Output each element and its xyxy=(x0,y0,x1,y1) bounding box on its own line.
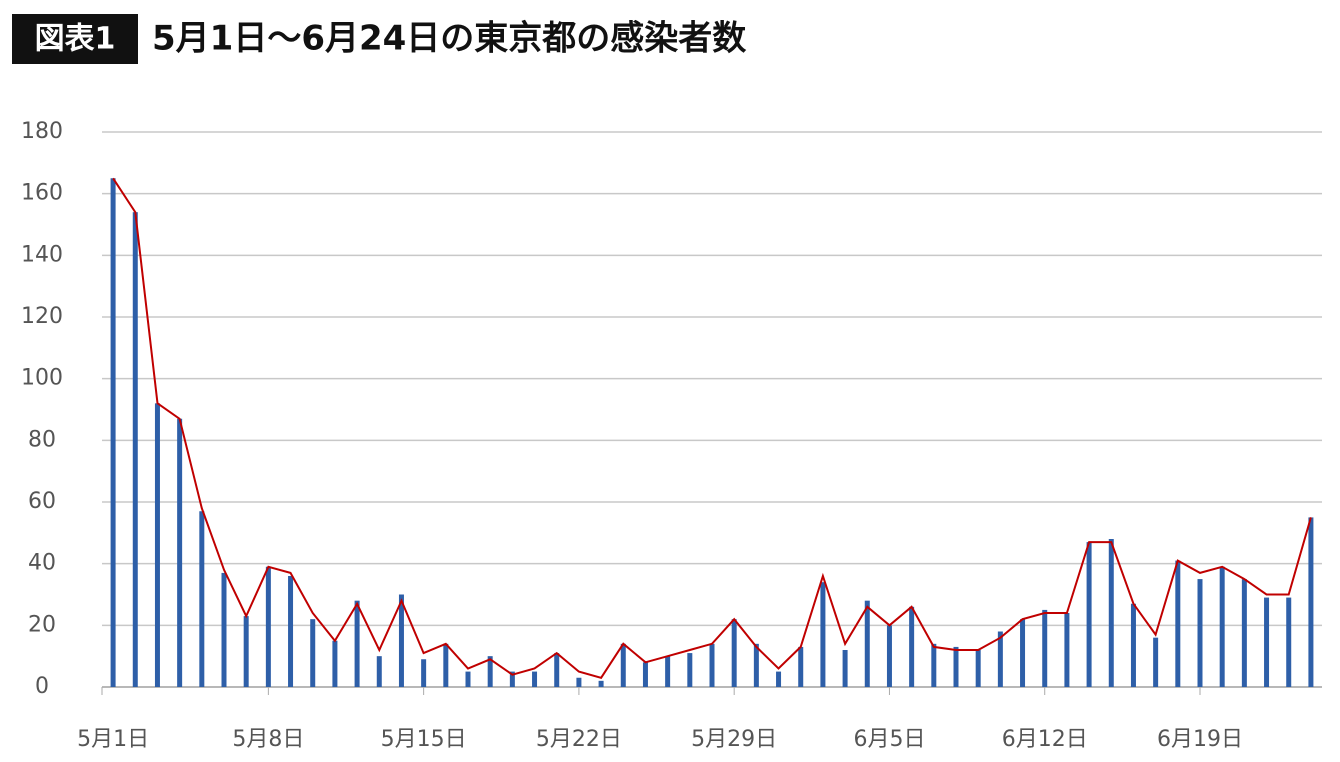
bar xyxy=(376,656,382,687)
x-tick-label: 5月15日 xyxy=(381,727,467,752)
bar xyxy=(1175,560,1181,687)
bar xyxy=(909,606,915,687)
x-tick-label: 5月29日 xyxy=(691,727,777,752)
bar xyxy=(1286,597,1292,687)
y-tick-label: 140 xyxy=(21,242,63,267)
x-tick-label: 6月19日 xyxy=(1157,727,1243,752)
bar xyxy=(820,582,826,687)
badge-bg xyxy=(12,14,138,64)
bar xyxy=(576,677,582,687)
bar xyxy=(1264,597,1270,687)
bar xyxy=(221,572,227,687)
bar xyxy=(975,650,981,687)
bar xyxy=(953,646,959,687)
bar xyxy=(665,656,671,687)
bar xyxy=(487,656,493,687)
x-tick-label: 6月5日 xyxy=(853,727,925,752)
bar xyxy=(177,418,183,687)
bar xyxy=(1219,566,1225,687)
y-tick-label: 100 xyxy=(21,366,63,391)
bar xyxy=(1108,539,1114,687)
bar xyxy=(864,600,870,687)
bar xyxy=(1197,579,1203,687)
bar xyxy=(532,671,538,687)
x-tick-label: 5月22日 xyxy=(536,727,622,752)
bar xyxy=(620,643,626,687)
bar xyxy=(997,631,1003,687)
y-tick-label: 60 xyxy=(28,489,56,514)
x-tick-label: 5月1日 xyxy=(77,727,149,752)
bar xyxy=(265,566,271,687)
bar xyxy=(709,643,715,687)
bar xyxy=(731,619,737,687)
bar xyxy=(598,680,604,687)
y-tick-label: 120 xyxy=(21,304,63,329)
bar xyxy=(509,671,515,687)
bar xyxy=(687,653,693,687)
bar xyxy=(110,178,116,687)
bar xyxy=(421,659,427,687)
bar xyxy=(642,662,648,687)
bar xyxy=(332,640,338,687)
bar xyxy=(1020,619,1026,687)
bar xyxy=(1241,579,1247,687)
bar xyxy=(1308,517,1314,687)
bar xyxy=(798,646,804,687)
bar xyxy=(886,625,892,687)
bar xyxy=(132,212,138,687)
chart-title: 5月1日〜6月24日の東京都の感染者数 xyxy=(152,19,746,59)
y-tick-label: 0 xyxy=(35,674,49,699)
bar xyxy=(1086,542,1092,687)
x-tick-label: 5月8日 xyxy=(232,727,304,752)
x-tick-label: 6月12日 xyxy=(1002,727,1088,752)
bar xyxy=(443,643,449,687)
bar xyxy=(1153,637,1159,687)
bar xyxy=(398,594,404,687)
bar xyxy=(842,650,848,687)
bar xyxy=(1064,613,1070,687)
bar xyxy=(1130,603,1136,687)
bar xyxy=(1042,609,1048,687)
y-tick-label: 20 xyxy=(28,612,56,637)
bar xyxy=(465,671,471,687)
line xyxy=(112,177,1312,679)
y-tick-label: 40 xyxy=(28,551,56,576)
bar xyxy=(288,576,294,687)
bar xyxy=(310,619,316,687)
bar xyxy=(753,643,759,687)
bar xyxy=(354,600,360,687)
bar xyxy=(243,616,249,687)
bar xyxy=(931,643,937,687)
bar xyxy=(776,671,782,687)
bar xyxy=(154,403,160,687)
y-tick-label: 80 xyxy=(28,427,56,452)
y-tick-label: 180 xyxy=(21,119,63,144)
bar xyxy=(199,511,205,687)
bar xyxy=(554,653,560,687)
badge: 図表1 xyxy=(35,22,116,57)
y-tick-label: 160 xyxy=(21,181,63,206)
